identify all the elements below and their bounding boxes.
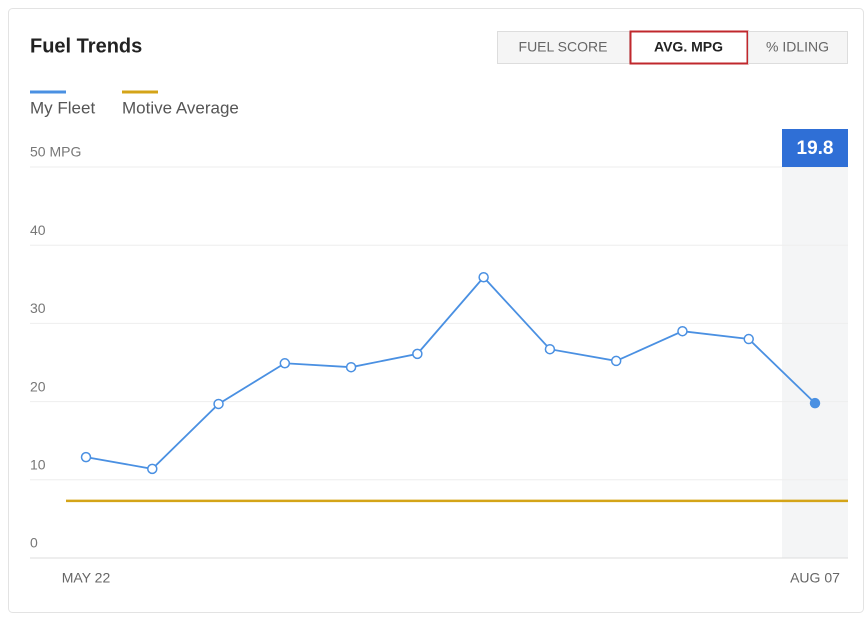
y-tick-label: 30 — [30, 300, 46, 316]
highlight-band — [782, 167, 848, 558]
value-callout-label: 19.8 — [797, 138, 834, 159]
y-tick-label: 40 — [30, 222, 46, 238]
tab[interactable] — [748, 31, 848, 64]
y-tick-label: 20 — [30, 378, 46, 394]
data-point — [544, 343, 556, 355]
tab-label[interactable]: FUEL SCORE — [519, 39, 608, 55]
data-point — [478, 272, 489, 283]
tab[interactable] — [497, 31, 630, 64]
legend-label: Motive Average — [122, 98, 239, 117]
data-point — [279, 358, 291, 369]
data-point — [809, 397, 821, 409]
data-point — [610, 355, 622, 367]
chart-title: Fuel Trends — [30, 35, 142, 57]
data-point — [743, 333, 754, 345]
tab-label[interactable]: AVG. MPG — [654, 39, 723, 55]
series-line — [85, 275, 816, 470]
y-tick-label: 10 — [30, 457, 46, 473]
data-point — [213, 398, 224, 410]
data-point — [147, 463, 158, 475]
data-point — [80, 451, 92, 463]
y-tick-label: 50 MPG — [30, 144, 81, 160]
tab-label[interactable]: % IDLING — [766, 39, 829, 55]
data-point — [345, 361, 357, 373]
x-tick-label: MAY 22 — [62, 570, 111, 586]
card — [8, 8, 864, 613]
data-point — [677, 325, 688, 337]
legend-label: My Fleet — [30, 98, 95, 117]
data-point — [412, 348, 423, 360]
x-tick-label: AUG 07 — [790, 570, 840, 586]
value-callout — [782, 129, 848, 167]
y-tick-label: 0 — [30, 535, 38, 551]
tab[interactable] — [629, 30, 749, 65]
